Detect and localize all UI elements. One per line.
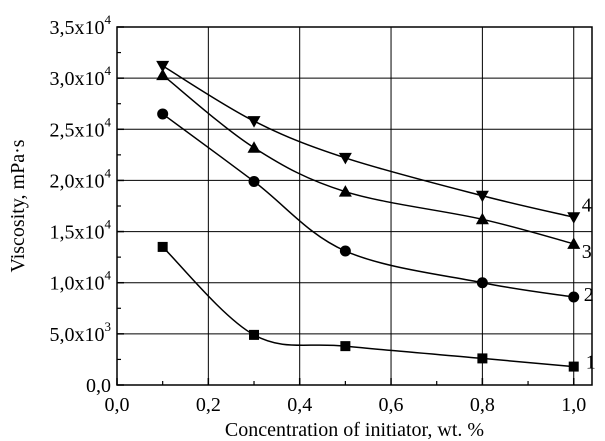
series-2-curve xyxy=(162,113,574,298)
series-markers xyxy=(156,60,581,372)
series-1-label: 1 xyxy=(586,352,596,374)
x-axis-title: Concentration of initiator, wt. % xyxy=(225,419,484,441)
y-tick-label: 1,5x104 xyxy=(50,217,112,244)
series-3-point xyxy=(247,141,261,153)
series-3-point xyxy=(156,68,170,81)
y-axis-title: Viscosity, mPa·s xyxy=(7,139,29,272)
series-2-point xyxy=(568,291,580,303)
series-3-label: 3 xyxy=(582,241,592,263)
series-4-point xyxy=(156,60,170,73)
series-1-point xyxy=(568,361,579,372)
x-tick-label: 0,0 xyxy=(105,394,130,416)
series-1-point xyxy=(249,329,260,340)
y-tick-label: 1,0x104 xyxy=(50,268,112,295)
x-axis-tick-labels: 0,0 0,2 0,4 0,6 0,8 1,0 xyxy=(105,394,587,416)
series-4-point xyxy=(475,190,489,203)
grid-lines xyxy=(117,27,592,385)
x-tick-label: 1,0 xyxy=(561,394,586,416)
y-tick-label: 5,0x103 xyxy=(50,319,112,346)
plot-area-frame xyxy=(116,26,593,386)
y-tick-label: 2,5x104 xyxy=(50,114,112,141)
y-axis-tick-labels: 0,0 5,0x103 1,0x104 1,5x104 2,0x104 2,5x104 3,… xyxy=(50,12,112,397)
y-tick-label: 0,0 xyxy=(86,375,111,397)
series-4-point xyxy=(247,116,261,128)
series-4-point xyxy=(338,152,352,165)
x-tick-label: 0,4 xyxy=(287,394,312,416)
series-2-point xyxy=(339,245,351,257)
series-2-point xyxy=(476,277,488,289)
x-tick-label: 0,6 xyxy=(379,394,404,416)
series-2-point xyxy=(248,175,260,187)
series-4-curve xyxy=(162,65,574,218)
y-tick-label: 3,5x104 xyxy=(50,12,112,39)
series-1-curve xyxy=(162,246,574,368)
series-2-label: 2 xyxy=(584,284,594,306)
series-2-point xyxy=(157,108,169,120)
y-tick-label: 2,0x104 xyxy=(50,165,112,192)
series-curves xyxy=(162,65,574,368)
series-1-point xyxy=(157,241,168,252)
series-4-point xyxy=(567,212,581,224)
x-tick-label: 0,2 xyxy=(196,394,221,416)
series-3-point xyxy=(567,237,581,249)
series-3-point xyxy=(475,212,489,225)
series-1-point xyxy=(340,341,351,352)
y-tick-label: 3,0x104 xyxy=(50,63,112,90)
series-labels: 1 2 3 4 xyxy=(582,194,596,373)
x-tick-label: 0,8 xyxy=(470,394,495,416)
series-3-point xyxy=(338,185,352,197)
series-1-point xyxy=(477,353,488,364)
axis-ticks xyxy=(116,26,575,386)
series-4-label: 4 xyxy=(582,194,592,216)
